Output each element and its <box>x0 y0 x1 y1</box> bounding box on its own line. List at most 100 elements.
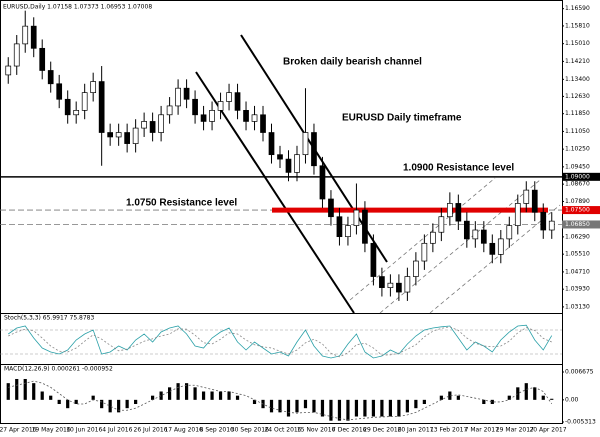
candle-body <box>523 189 530 204</box>
candle-body <box>548 220 555 231</box>
candle-body <box>56 83 63 100</box>
x-tick-label: 17 Aug 2016 <box>164 427 203 434</box>
indicator-title: Stoch(5,3,3) 65.9917 75.8783 <box>4 315 95 322</box>
histogram-bar <box>303 399 308 409</box>
histogram-bar <box>550 398 554 400</box>
histogram-bar <box>388 399 392 417</box>
y-tick-label: 1.12630 <box>565 93 590 100</box>
candle-body <box>438 216 445 233</box>
candle-body <box>506 225 513 240</box>
candle-body <box>421 242 428 262</box>
histogram-bar <box>235 395 240 400</box>
x-tick-label: 7 Mar 2017 <box>465 427 499 434</box>
x-tick-label: 19 May 2016 <box>32 427 71 434</box>
histogram-bar <box>397 399 401 417</box>
histogram-bar <box>329 399 333 421</box>
level-label-bg <box>562 206 600 215</box>
histogram-bar <box>184 383 189 400</box>
histogram-bar <box>456 395 460 400</box>
histogram-bar <box>159 391 163 400</box>
y-tick-label: 1.16590 <box>565 5 590 12</box>
chart-title: EURUSD,Daily 1.07158 1.07373 1.06953 1.0… <box>3 4 152 11</box>
x-tick-label: 13 Feb 2017 <box>430 427 468 434</box>
candle-body <box>234 92 241 111</box>
candle-body <box>192 98 198 116</box>
candle-body <box>115 132 122 138</box>
histogram-bar <box>100 399 104 409</box>
candle-body <box>166 105 173 116</box>
up-channel <box>349 177 561 314</box>
histogram-bar <box>354 399 359 417</box>
candle-body <box>149 121 156 133</box>
histogram-bar <box>74 399 78 405</box>
candle-body <box>294 154 300 173</box>
candle-body <box>430 231 436 244</box>
candle-body <box>353 209 360 226</box>
histogram-bar <box>405 399 409 413</box>
histogram-bar <box>439 395 443 400</box>
histogram-bar <box>151 395 155 400</box>
candle-body <box>345 225 351 238</box>
level-label-bg <box>562 220 600 229</box>
histogram-bar <box>168 387 172 400</box>
candle-body <box>13 43 20 67</box>
level-label: 1.07500 <box>565 207 590 214</box>
candle-body <box>540 211 547 231</box>
histogram-bar <box>23 378 27 400</box>
candle-body <box>141 121 147 129</box>
candle-body <box>132 127 139 144</box>
candle-body <box>446 203 453 218</box>
histogram-bar <box>201 391 206 400</box>
histogram-bar <box>295 399 299 413</box>
level-label: 1.06850 <box>565 221 590 228</box>
histogram-bar <box>6 383 10 400</box>
histogram-bar <box>286 399 291 417</box>
histogram-bar <box>66 399 70 409</box>
candle-body <box>319 165 326 200</box>
y-tick-label: -0.005313 <box>565 419 596 426</box>
histogram-bar <box>337 399 342 421</box>
y-tick-label: 1.15010 <box>565 40 590 47</box>
histogram-bar <box>57 399 61 405</box>
candle-body <box>22 25 29 45</box>
y-tick-label: 1.06290 <box>565 233 590 240</box>
y-tick-label: 1.08670 <box>565 181 590 188</box>
candle-body <box>497 238 504 255</box>
candle-body <box>30 25 37 49</box>
candle-body <box>81 92 88 111</box>
candle-body <box>260 114 266 133</box>
y-tick-label: 1.13400 <box>565 76 590 83</box>
x-tick-label: 7 Dec 2016 <box>332 427 367 434</box>
histogram-bar <box>278 399 282 413</box>
candle-body <box>107 132 114 138</box>
annotation: EURUSD Daily timeframe <box>342 113 462 124</box>
histogram-bar <box>320 399 325 417</box>
candle-body <box>531 189 538 213</box>
candle-body <box>124 132 130 144</box>
candle-body <box>463 220 470 240</box>
channel-line <box>429 204 561 314</box>
histogram-bar <box>125 399 129 409</box>
histogram-bar <box>516 387 520 400</box>
channel-line <box>195 71 355 314</box>
candle-body <box>73 110 80 116</box>
y-tick-label: 1.03930 <box>565 286 590 293</box>
histogram-bar <box>193 387 197 400</box>
histogram-bar <box>32 383 36 400</box>
annotation: 1.0750 Resistance level <box>126 198 237 209</box>
annotation: Broken daily bearish channel <box>283 57 422 68</box>
candle-body <box>39 47 46 71</box>
histogram-bar <box>49 395 53 400</box>
histogram-bar <box>422 399 426 405</box>
candle-body <box>175 87 181 107</box>
indicator-title: MACD(12,26,9) 0.000261 -0.000952 <box>4 366 113 373</box>
candle-body <box>455 203 462 222</box>
histogram-bar <box>176 383 180 400</box>
x-tick-label: 30 Sep 2016 <box>231 427 269 434</box>
y-tick-label: 1.03130 <box>565 303 590 310</box>
candle-body <box>64 98 71 116</box>
indicator-line <box>8 324 553 359</box>
y-tick-label: 1.10250 <box>565 146 590 153</box>
